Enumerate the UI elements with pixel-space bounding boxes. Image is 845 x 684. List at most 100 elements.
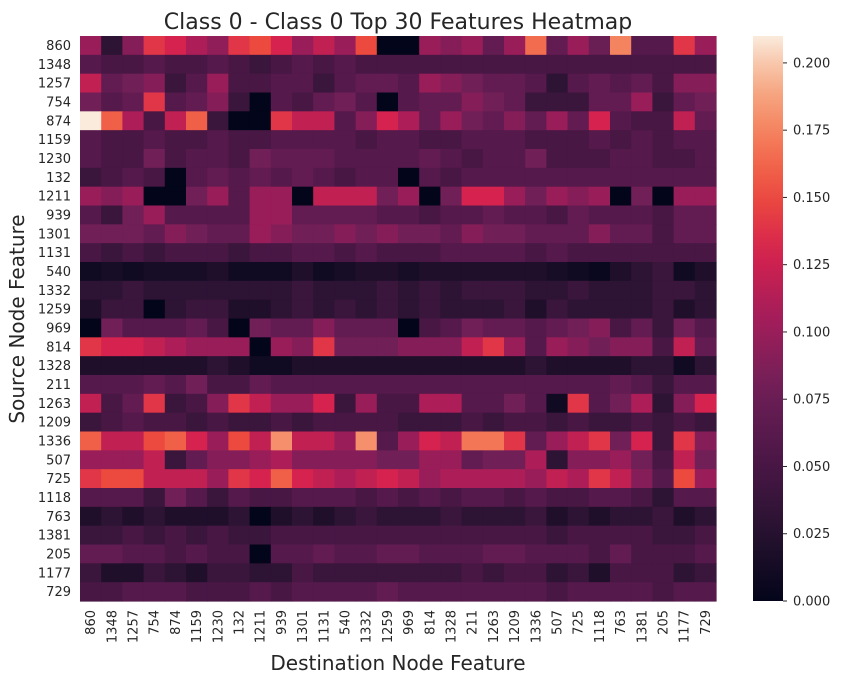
heatmap-cell (101, 525, 123, 546)
heatmap-cell (164, 262, 187, 282)
heatmap-cell (292, 525, 314, 546)
heatmap-cell (525, 525, 547, 546)
heatmap-cell (313, 469, 335, 489)
heatmap-cell (461, 299, 484, 320)
heatmap-cell (80, 469, 102, 489)
heatmap-cell (80, 563, 102, 583)
heatmap-cell (228, 262, 251, 282)
heatmap-cell (122, 450, 145, 470)
heatmap-cell (652, 224, 675, 244)
heatmap-cell (525, 205, 547, 225)
heatmap-cell (228, 149, 251, 169)
heatmap-cell (249, 205, 272, 225)
heatmap-cell (588, 224, 611, 244)
heatmap-cell (610, 544, 632, 564)
heatmap-cell (376, 506, 399, 527)
heatmap-cell (567, 205, 590, 225)
heatmap-cell (694, 111, 717, 131)
heatmap-cell (122, 412, 145, 433)
heatmap-cell (122, 54, 145, 75)
heatmap-cell (673, 36, 696, 56)
heatmap-cell (610, 488, 632, 508)
heatmap-cell (398, 111, 420, 131)
y-tick-label: 1259 (38, 303, 71, 318)
heatmap-cell (673, 488, 696, 508)
heatmap-cell (652, 525, 675, 546)
heatmap-cell (143, 582, 166, 602)
heatmap-cell (652, 186, 675, 207)
heatmap-cell (313, 393, 335, 414)
heatmap-cell (419, 544, 441, 564)
heatmap-cell (588, 205, 611, 225)
heatmap-cell (164, 205, 187, 225)
heatmap-cell (398, 224, 420, 244)
heatmap-cell (610, 280, 632, 301)
heatmap-cell (292, 130, 314, 150)
heatmap-cell (652, 337, 675, 357)
heatmap-cell (673, 243, 696, 263)
heatmap-cell (694, 186, 717, 207)
heatmap-cell (249, 431, 272, 451)
heatmap-cell (292, 469, 314, 489)
heatmap-cell (673, 393, 696, 414)
heatmap-cell (673, 111, 696, 131)
heatmap-cell (186, 469, 208, 489)
heatmap-cell (652, 375, 675, 395)
heatmap-cell (334, 337, 357, 357)
heatmap-cell (122, 393, 145, 414)
x-tick-label: 729 (699, 610, 714, 635)
heatmap-cell (270, 544, 293, 564)
heatmap-cell (567, 506, 590, 527)
heatmap-cell (588, 488, 611, 508)
heatmap-cell (122, 299, 145, 320)
heatmap-cell (186, 92, 208, 112)
heatmap-cell (461, 431, 484, 451)
heatmap-cell (567, 469, 590, 489)
heatmap-cell (567, 450, 590, 470)
heatmap-cell (355, 337, 378, 357)
heatmap-cell (143, 73, 166, 94)
heatmap-cell (143, 111, 166, 131)
heatmap-cell (292, 111, 314, 131)
heatmap-cell (270, 525, 293, 546)
heatmap-cell (80, 299, 102, 320)
x-tick-label: 860 (84, 610, 99, 635)
heatmap-cell (610, 356, 632, 376)
heatmap-cell (249, 36, 272, 56)
heatmap-cell (567, 356, 590, 376)
x-tick-labels: 860 1348 1257 754 874 1159 1230 132 1211 939 1301 1… (84, 610, 714, 643)
heatmap-cell (546, 563, 569, 583)
heatmap-cell (376, 243, 399, 263)
heatmap-cell (376, 130, 399, 150)
heatmap-cell (588, 506, 611, 527)
heatmap-cell (673, 186, 696, 207)
heatmap-cell (398, 130, 420, 150)
heatmap-cell (546, 243, 569, 263)
heatmap-cell (334, 469, 357, 489)
heatmap-cell (292, 224, 314, 244)
heatmap-cell (546, 488, 569, 508)
heatmap-cell (673, 450, 696, 470)
y-tick-label: 1131 (38, 246, 71, 261)
heatmap-cell (525, 186, 547, 207)
heatmap-cell (80, 186, 102, 207)
heatmap-cell (398, 375, 420, 395)
heatmap-cell (610, 130, 632, 150)
y-tick-label: 1257 (38, 77, 71, 92)
heatmap-cell (631, 318, 653, 338)
heatmap-cell (398, 92, 420, 112)
heatmap-cell (313, 243, 335, 263)
heatmap-cell (249, 243, 272, 263)
heatmap-cell (546, 299, 569, 320)
heatmap-cell (186, 563, 208, 583)
heatmap-cell (673, 356, 696, 376)
heatmap-cell (631, 563, 653, 583)
heatmap-cell (376, 149, 399, 169)
heatmap-cell (504, 431, 526, 451)
heatmap-cell (186, 205, 208, 225)
heatmap-cell (186, 224, 208, 244)
heatmap-cell (440, 469, 463, 489)
heatmap-cell (292, 337, 314, 357)
heatmap-cell (610, 450, 632, 470)
heatmap-cell (567, 149, 590, 169)
